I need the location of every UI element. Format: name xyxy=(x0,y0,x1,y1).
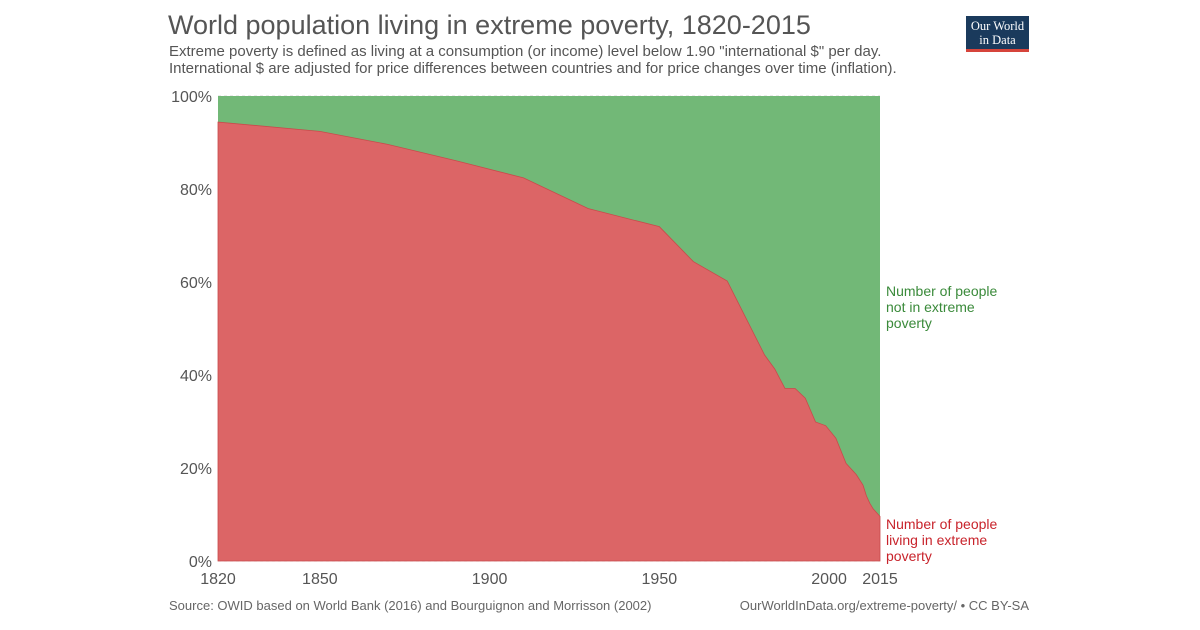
series-label-living-in-extreme-poverty: Number of people living in extreme poverty xyxy=(886,516,998,564)
logo-line-2: in Data xyxy=(979,33,1016,47)
y-tick-label: 80% xyxy=(180,182,212,199)
chart-subtitle-line-2: International $ are adjusted for price d… xyxy=(169,60,897,77)
x-tick-label: 2000 xyxy=(811,571,847,588)
logo-line-1: Our World xyxy=(970,19,1025,33)
area-living-in-extreme-poverty xyxy=(217,121,881,562)
chart-subtitle-line-1: Extreme poverty is defined as living at … xyxy=(169,43,882,60)
source-note: Source: OWID based on World Bank (2016) … xyxy=(169,598,652,613)
y-tick-label: 20% xyxy=(180,461,212,478)
area-not-in-extreme-poverty xyxy=(218,96,880,517)
x-tick-label: 1950 xyxy=(642,571,678,588)
x-tick-label: 1850 xyxy=(302,571,338,588)
y-tick-label: 40% xyxy=(180,368,212,385)
x-tick-label: 2015 xyxy=(862,571,898,588)
license-link[interactable]: OurWorldInData.org/extreme-poverty/ • CC… xyxy=(739,598,1029,613)
chart-title: World population living in extreme pover… xyxy=(168,10,811,40)
x-tick-label: 1820 xyxy=(200,571,236,588)
y-tick-label: 0% xyxy=(189,554,212,571)
y-tick-label: 60% xyxy=(180,275,212,292)
our-world-in-data-logo[interactable]: Our World in Data xyxy=(966,16,1029,52)
y-tick-label: 100% xyxy=(171,89,212,106)
x-tick-label: 1900 xyxy=(472,571,508,588)
series-label-not-in-extreme-poverty: Number of people not in extreme poverty xyxy=(886,283,998,331)
